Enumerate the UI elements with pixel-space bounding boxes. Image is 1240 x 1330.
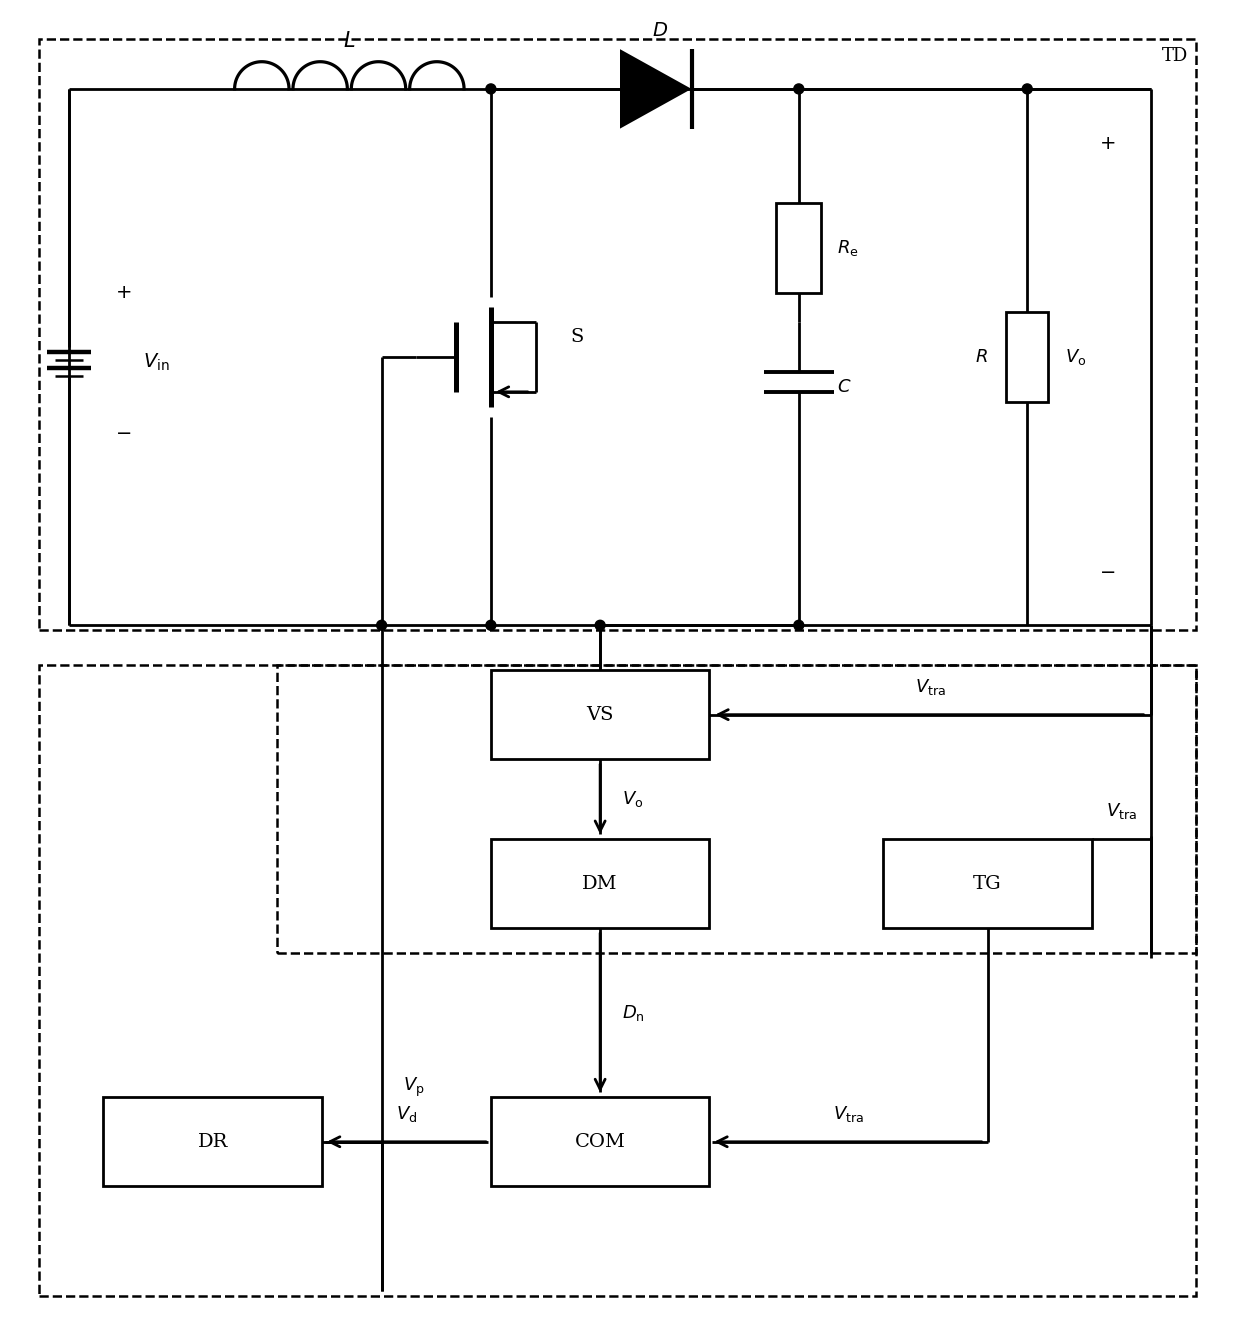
Text: $-$: $-$ [1099,561,1115,580]
Text: $V_{\rm d}$: $V_{\rm d}$ [396,1104,417,1124]
Circle shape [486,620,496,630]
Circle shape [486,84,496,94]
Text: $V_{\rm tra}$: $V_{\rm tra}$ [915,677,946,697]
Text: TD: TD [1162,47,1188,65]
Circle shape [377,620,387,630]
Text: TG: TG [973,875,1002,892]
Text: $C$: $C$ [837,378,851,396]
Text: $+$: $+$ [1099,134,1115,153]
Text: VS: VS [587,706,614,724]
Bar [776,203,821,293]
Text: $V_{\rm in}$: $V_{\rm in}$ [144,351,170,372]
Text: $D$: $D$ [652,23,668,40]
Text: DM: DM [583,875,618,892]
Polygon shape [620,49,692,129]
Bar [883,839,1091,928]
Bar [278,665,1197,954]
Text: $+$: $+$ [115,283,131,302]
Text: $V_{\rm p}$: $V_{\rm p}$ [403,1076,425,1099]
Bar [103,1097,322,1186]
Bar [1007,313,1048,402]
Bar [491,839,709,928]
Circle shape [794,84,804,94]
Circle shape [595,620,605,630]
Text: DR: DR [197,1133,228,1150]
Text: $-$: $-$ [115,423,131,440]
Bar [38,665,1197,1295]
Text: $R_{\rm e}$: $R_{\rm e}$ [837,238,858,258]
Bar [491,670,709,759]
Text: $D_{\rm n}$: $D_{\rm n}$ [622,1003,645,1023]
Bar [38,39,1197,630]
Text: COM: COM [574,1133,625,1150]
Text: S: S [570,329,584,346]
Text: $R$: $R$ [975,348,987,366]
Circle shape [794,620,804,630]
Circle shape [1022,84,1032,94]
Text: $V_{\rm tra}$: $V_{\rm tra}$ [1106,801,1137,821]
Text: $V_{\rm o}$: $V_{\rm o}$ [1065,347,1086,367]
Text: $V_{\rm o}$: $V_{\rm o}$ [622,789,644,809]
Bar [491,1097,709,1186]
Text: $V_{\rm tra}$: $V_{\rm tra}$ [833,1104,864,1124]
Text: $L$: $L$ [343,31,356,52]
